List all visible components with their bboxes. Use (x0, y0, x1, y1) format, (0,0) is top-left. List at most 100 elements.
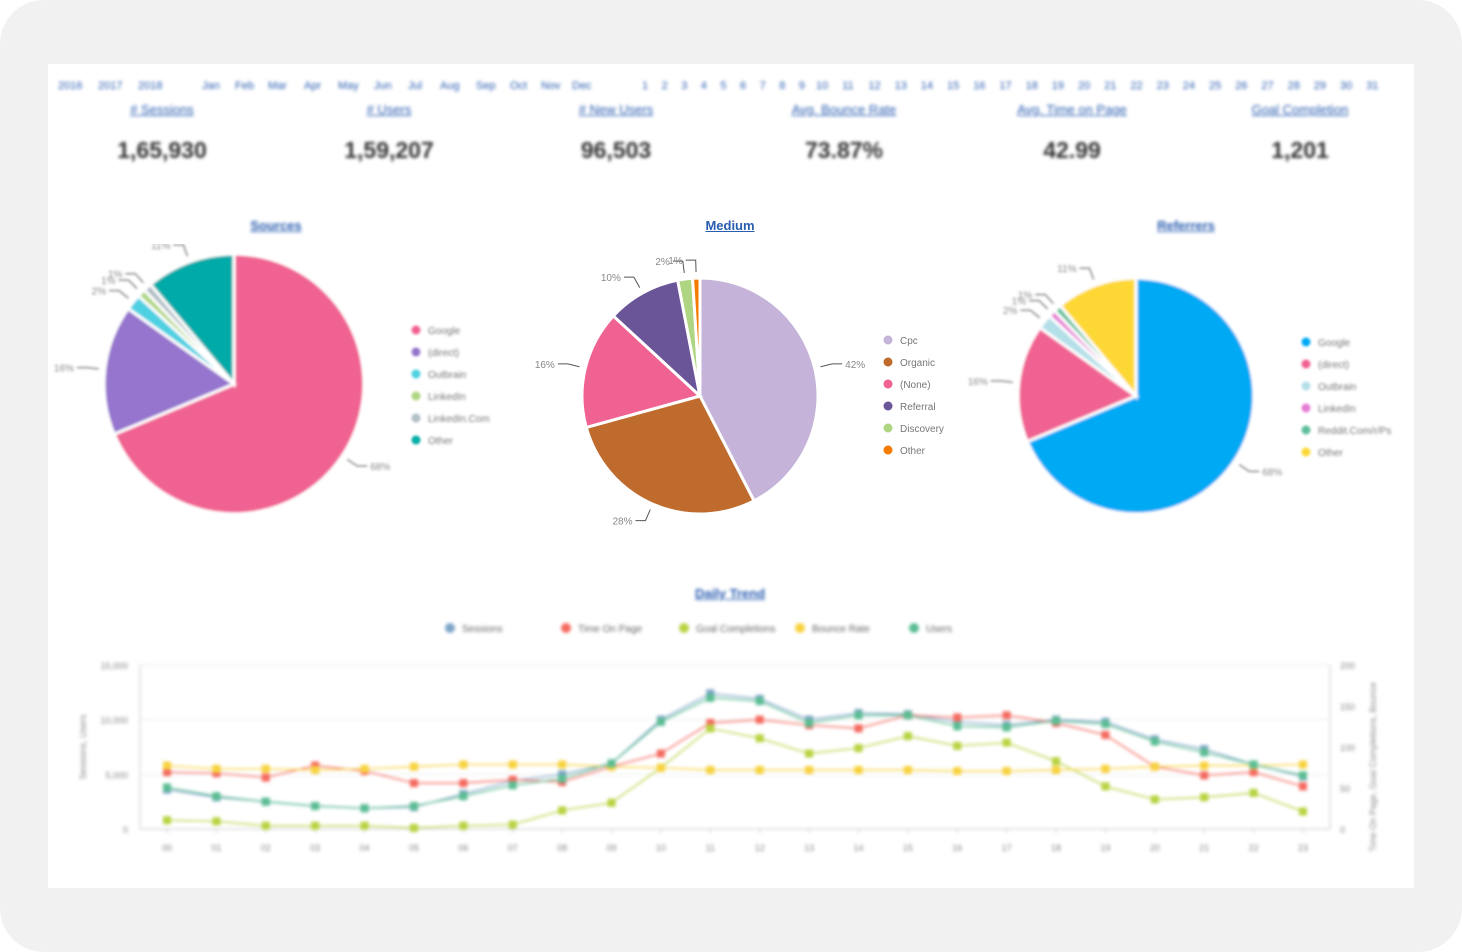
medium-legend-item[interactable]: (None) (900, 380, 931, 391)
day-filter-17[interactable]: 17 (999, 80, 1012, 92)
trend-point-time-on-page[interactable] (163, 768, 171, 777)
trend-point-bounce-rate[interactable] (261, 764, 270, 773)
medium-slice-other[interactable] (690, 276, 702, 397)
day-filter-8[interactable]: 8 (779, 80, 786, 92)
trend-point-bounce-rate[interactable] (409, 762, 418, 771)
referrers-slice--direct-[interactable] (1016, 325, 1140, 444)
trend-point-users[interactable] (558, 774, 567, 783)
kpi-label[interactable]: Avg. Time on Page (1017, 102, 1127, 117)
day-filter-10[interactable]: 10 (816, 80, 829, 92)
trend-point-users[interactable] (1150, 737, 1159, 746)
trend-point-users[interactable] (706, 693, 715, 702)
trend-point-users[interactable] (805, 718, 814, 727)
referrers-legend-item[interactable]: Other (1318, 448, 1344, 459)
trend-point-users[interactable] (953, 722, 962, 731)
referrers-title[interactable]: Referrers (1157, 218, 1215, 233)
sources-legend-item[interactable]: LinkedIn (428, 392, 466, 403)
trend-point-goal-completions[interactable] (558, 806, 567, 815)
day-filter-27[interactable]: 27 (1261, 80, 1274, 92)
sources-legend-item[interactable]: Google (428, 326, 461, 337)
trend-point-bounce-rate[interactable] (212, 764, 221, 773)
year-filter-2018[interactable]: 2018 (138, 80, 163, 92)
trend-point-bounce-rate[interactable] (854, 765, 863, 774)
trend-point-users[interactable] (459, 792, 468, 801)
day-filter-30[interactable]: 30 (1340, 80, 1353, 92)
trend-point-goal-completions[interactable] (903, 732, 912, 741)
day-filter-25[interactable]: 25 (1209, 80, 1222, 92)
month-filter-jul[interactable]: Jul (408, 80, 423, 92)
sources-legend-item[interactable]: Outbrain (428, 370, 466, 381)
day-filter-1[interactable]: 1 (642, 80, 649, 92)
trend-point-time-on-page[interactable] (953, 713, 962, 722)
month-filter-mar[interactable]: Mar (268, 80, 287, 92)
day-filter-21[interactable]: 21 (1104, 80, 1117, 92)
sources-slice-other[interactable] (148, 252, 236, 389)
trend-point-time-on-page[interactable] (1002, 711, 1011, 720)
trend-point-users[interactable] (1052, 716, 1061, 725)
trend-point-goal-completions[interactable] (360, 821, 369, 830)
trend-point-time-on-page[interactable] (1200, 771, 1209, 780)
trend-point-bounce-rate[interactable] (953, 767, 962, 776)
day-filter-5[interactable]: 5 (720, 80, 727, 92)
trend-point-goal-completions[interactable] (755, 734, 764, 743)
trend-point-bounce-rate[interactable] (1299, 760, 1307, 769)
sources-slice--direct-[interactable] (102, 306, 238, 437)
medium-legend-item[interactable]: Other (900, 446, 926, 457)
medium-slice-cpc[interactable] (698, 276, 820, 503)
trend-point-time-on-page[interactable] (854, 724, 863, 733)
trend-point-users[interactable] (508, 781, 517, 790)
trend-point-bounce-rate[interactable] (706, 765, 715, 774)
trend-point-goal-completions[interactable] (1052, 757, 1061, 766)
referrers-slice-google[interactable] (1025, 276, 1256, 516)
trend-point-bounce-rate[interactable] (755, 765, 764, 774)
referrers-legend-item[interactable]: Outbrain (1318, 382, 1356, 393)
trend-point-sessions[interactable] (558, 770, 567, 779)
trend-point-goal-completions[interactable] (311, 821, 320, 830)
trend-point-users[interactable] (163, 783, 171, 792)
month-filter-may[interactable]: May (338, 80, 359, 92)
trend-point-bounce-rate[interactable] (1101, 764, 1110, 773)
day-filter-14[interactable]: 14 (920, 80, 934, 92)
trend-point-goal-completions[interactable] (1299, 807, 1307, 816)
kpi-label[interactable]: # Users (366, 102, 412, 117)
day-filter-11[interactable]: 11 (842, 80, 854, 92)
day-filter-6[interactable]: 6 (740, 80, 747, 92)
trend-point-time-on-page[interactable] (311, 761, 320, 770)
day-filter-15[interactable]: 15 (947, 80, 960, 92)
trend-point-users[interactable] (854, 711, 863, 720)
trend-point-users[interactable] (261, 797, 270, 806)
trend-point-time-on-page[interactable] (1299, 782, 1307, 791)
trend-legend-item[interactable]: Users (926, 624, 952, 635)
trend-point-time-on-page[interactable] (459, 779, 468, 788)
trend-point-time-on-page[interactable] (656, 749, 665, 758)
day-filter-26[interactable]: 26 (1235, 80, 1248, 92)
trend-point-goal-completions[interactable] (1002, 738, 1011, 747)
day-filter-22[interactable]: 22 (1130, 80, 1143, 92)
month-filter-apr[interactable]: Apr (304, 80, 322, 92)
sources-title[interactable]: Sources (250, 218, 302, 233)
trend-point-time-on-page[interactable] (212, 769, 221, 778)
sources-legend-item[interactable]: LinkedIn.Com (428, 414, 490, 425)
medium-legend-item[interactable]: Discovery (900, 424, 944, 435)
day-filter-7[interactable]: 7 (759, 80, 766, 92)
trend-point-users[interactable] (212, 792, 221, 801)
trend-point-goal-completions[interactable] (508, 820, 517, 829)
trend-point-goal-completions[interactable] (854, 744, 863, 753)
medium-legend-item[interactable]: Cpc (900, 336, 918, 347)
day-filter-3[interactable]: 3 (681, 80, 688, 92)
medium-title[interactable]: Medium (705, 218, 755, 233)
trend-point-goal-completions[interactable] (459, 821, 468, 830)
trend-point-bounce-rate[interactable] (1002, 767, 1011, 776)
trend-point-goal-completions[interactable] (409, 823, 418, 832)
trend-point-time-on-page[interactable] (755, 715, 764, 724)
trend-point-goal-completions[interactable] (212, 817, 221, 826)
sources-slice-google[interactable] (112, 252, 366, 516)
trend-point-goal-completions[interactable] (805, 749, 814, 758)
trend-point-users[interactable] (311, 802, 320, 811)
month-filter-jan[interactable]: Jan (202, 80, 220, 92)
trend-point-time-on-page[interactable] (1249, 768, 1258, 777)
kpi-label[interactable]: # Sessions (130, 102, 194, 117)
day-filter-16[interactable]: 16 (973, 80, 986, 92)
trend-point-users[interactable] (1299, 771, 1307, 780)
kpi-label[interactable]: Goal Completion (1251, 102, 1349, 117)
